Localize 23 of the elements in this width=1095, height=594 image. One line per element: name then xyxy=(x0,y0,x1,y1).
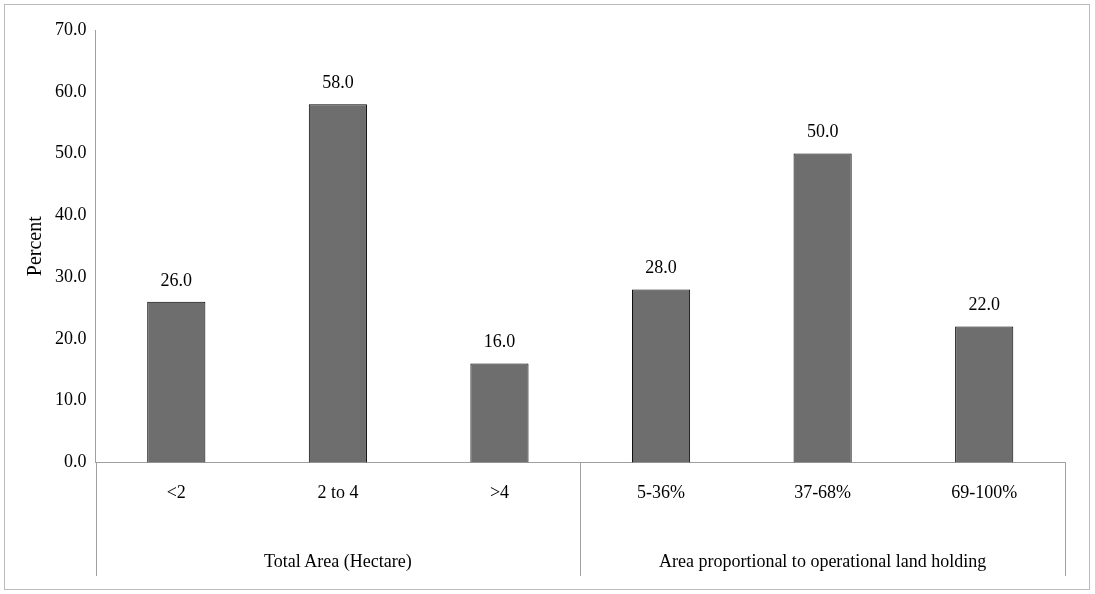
y-tick-label: 20.0 xyxy=(55,327,87,348)
y-tick-label: 30.0 xyxy=(55,265,87,286)
data-label: 28.0 xyxy=(645,257,677,278)
x-tick-label: 37-68% xyxy=(794,481,852,502)
y-tick-label: 10.0 xyxy=(55,389,87,410)
y-tick-label: 0.0 xyxy=(64,451,87,472)
x-tick-label: <2 xyxy=(166,481,186,502)
y-tick-label: 70.0 xyxy=(55,18,87,39)
y-tick-label: 50.0 xyxy=(55,142,87,163)
y-axis-title: Percent xyxy=(23,215,46,277)
x-tick-label: 2 to 4 xyxy=(317,481,359,502)
data-label: 16.0 xyxy=(483,331,516,352)
y-tick-label: 60.0 xyxy=(55,80,87,101)
x-tick-label: 69-100% xyxy=(951,481,1018,502)
data-label: 58.0 xyxy=(322,71,354,92)
data-label: 50.0 xyxy=(806,121,839,142)
text: Total Area (Hectare) xyxy=(264,550,412,572)
y-tick-label: 40.0 xyxy=(55,204,87,225)
x-tick-label: 5-36% xyxy=(637,481,686,502)
data-label: 26.0 xyxy=(160,269,193,290)
data-label: 22.0 xyxy=(968,294,1000,315)
x-tick-label: >4 xyxy=(489,481,510,502)
text: Area proportional to operational land holding xyxy=(658,550,987,571)
